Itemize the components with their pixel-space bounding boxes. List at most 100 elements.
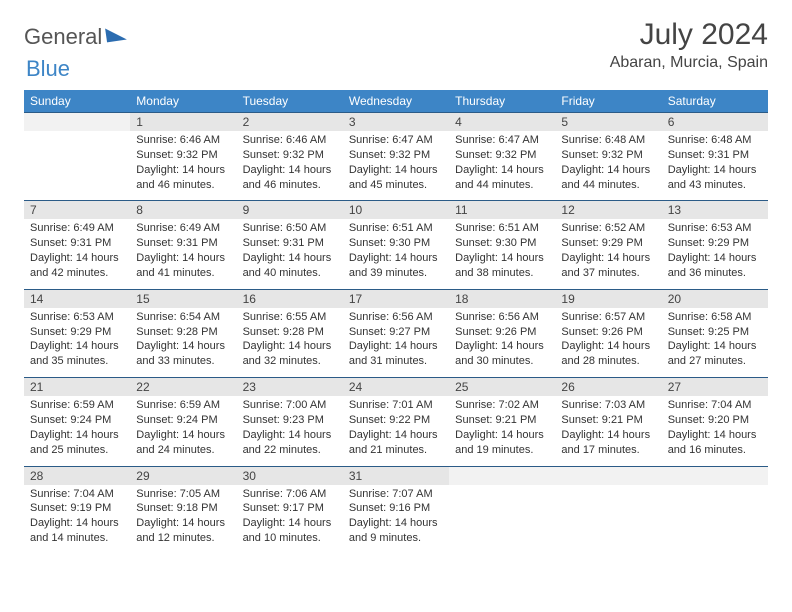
sunrise-line: Sunrise: 6:56 AM (349, 310, 443, 325)
day-detail-cell: Sunrise: 7:04 AMSunset: 9:19 PMDaylight:… (24, 485, 130, 554)
day-detail-cell: Sunrise: 6:58 AMSunset: 9:25 PMDaylight:… (662, 308, 768, 378)
daylight-line: Daylight: 14 hours and 40 minutes. (243, 251, 337, 281)
daylight-line: Daylight: 14 hours and 37 minutes. (561, 251, 655, 281)
sunrise-line: Sunrise: 6:47 AM (349, 133, 443, 148)
sunset-line: Sunset: 9:32 PM (243, 148, 337, 163)
day-number-cell: 26 (555, 378, 661, 397)
sunset-line: Sunset: 9:31 PM (243, 236, 337, 251)
sunrise-line: Sunrise: 7:04 AM (30, 487, 124, 502)
title-block: July 2024 Abaran, Murcia, Spain (610, 18, 768, 72)
sunset-line: Sunset: 9:31 PM (30, 236, 124, 251)
daylight-line: Daylight: 14 hours and 41 minutes. (136, 251, 230, 281)
daylight-line: Daylight: 14 hours and 39 minutes. (349, 251, 443, 281)
day-detail-cell: Sunrise: 6:53 AMSunset: 9:29 PMDaylight:… (662, 219, 768, 289)
sunset-line: Sunset: 9:21 PM (561, 413, 655, 428)
day-detail-cell: Sunrise: 6:47 AMSunset: 9:32 PMDaylight:… (343, 131, 449, 201)
day-detail-cell: Sunrise: 6:57 AMSunset: 9:26 PMDaylight:… (555, 308, 661, 378)
day-number-row: 28293031 (24, 466, 768, 485)
day-number-cell: 13 (662, 201, 768, 220)
sunrise-line: Sunrise: 6:53 AM (668, 221, 762, 236)
day-of-week-header: Tuesday (237, 90, 343, 113)
sunrise-line: Sunrise: 6:54 AM (136, 310, 230, 325)
day-detail-cell: Sunrise: 6:53 AMSunset: 9:29 PMDaylight:… (24, 308, 130, 378)
day-detail-cell: Sunrise: 6:56 AMSunset: 9:27 PMDaylight:… (343, 308, 449, 378)
sunrise-line: Sunrise: 6:55 AM (243, 310, 337, 325)
sunset-line: Sunset: 9:29 PM (668, 236, 762, 251)
day-number-cell: 18 (449, 289, 555, 308)
day-number-cell: 22 (130, 378, 236, 397)
day-detail-cell (24, 131, 130, 201)
sunrise-line: Sunrise: 7:03 AM (561, 398, 655, 413)
day-number-cell: 6 (662, 113, 768, 132)
day-number-row: 78910111213 (24, 201, 768, 220)
day-number-cell: 10 (343, 201, 449, 220)
sunset-line: Sunset: 9:27 PM (349, 325, 443, 340)
day-detail-cell (555, 485, 661, 554)
sunrise-line: Sunrise: 6:59 AM (136, 398, 230, 413)
sunset-line: Sunset: 9:24 PM (136, 413, 230, 428)
sunset-line: Sunset: 9:29 PM (30, 325, 124, 340)
day-number-cell: 8 (130, 201, 236, 220)
daylight-line: Daylight: 14 hours and 35 minutes. (30, 339, 124, 369)
sunrise-line: Sunrise: 7:00 AM (243, 398, 337, 413)
sunrise-line: Sunrise: 6:52 AM (561, 221, 655, 236)
day-number-cell: 19 (555, 289, 661, 308)
day-detail-row: Sunrise: 6:46 AMSunset: 9:32 PMDaylight:… (24, 131, 768, 201)
day-detail-cell: Sunrise: 7:05 AMSunset: 9:18 PMDaylight:… (130, 485, 236, 554)
day-detail-cell: Sunrise: 6:55 AMSunset: 9:28 PMDaylight:… (237, 308, 343, 378)
day-number-cell: 30 (237, 466, 343, 485)
sunrise-line: Sunrise: 6:46 AM (136, 133, 230, 148)
day-number-cell: 20 (662, 289, 768, 308)
daylight-line: Daylight: 14 hours and 30 minutes. (455, 339, 549, 369)
brand-logo: General (24, 24, 126, 50)
day-number-cell: 1 (130, 113, 236, 132)
sunrise-line: Sunrise: 6:51 AM (349, 221, 443, 236)
day-of-week-header: Sunday (24, 90, 130, 113)
sunset-line: Sunset: 9:21 PM (455, 413, 549, 428)
day-number-cell: 27 (662, 378, 768, 397)
brand-part1: General (24, 24, 102, 50)
day-detail-cell: Sunrise: 7:01 AMSunset: 9:22 PMDaylight:… (343, 396, 449, 466)
sunset-line: Sunset: 9:30 PM (455, 236, 549, 251)
sunset-line: Sunset: 9:32 PM (455, 148, 549, 163)
sunset-line: Sunset: 9:16 PM (349, 501, 443, 516)
day-number-cell: 23 (237, 378, 343, 397)
sunset-line: Sunset: 9:28 PM (136, 325, 230, 340)
daylight-line: Daylight: 14 hours and 24 minutes. (136, 428, 230, 458)
sunset-line: Sunset: 9:30 PM (349, 236, 443, 251)
location-text: Abaran, Murcia, Spain (610, 54, 768, 72)
day-number-cell: 15 (130, 289, 236, 308)
sunrise-line: Sunrise: 6:51 AM (455, 221, 549, 236)
sunrise-line: Sunrise: 6:48 AM (561, 133, 655, 148)
sunset-line: Sunset: 9:24 PM (30, 413, 124, 428)
day-of-week-header: Wednesday (343, 90, 449, 113)
sunset-line: Sunset: 9:25 PM (668, 325, 762, 340)
sunset-line: Sunset: 9:32 PM (561, 148, 655, 163)
sunrise-line: Sunrise: 6:49 AM (30, 221, 124, 236)
day-detail-cell: Sunrise: 6:49 AMSunset: 9:31 PMDaylight:… (24, 219, 130, 289)
brand-part2: Blue (26, 56, 70, 81)
day-detail-cell: Sunrise: 6:48 AMSunset: 9:32 PMDaylight:… (555, 131, 661, 201)
day-number-cell: 25 (449, 378, 555, 397)
day-detail-cell: Sunrise: 7:03 AMSunset: 9:21 PMDaylight:… (555, 396, 661, 466)
day-number-cell: 31 (343, 466, 449, 485)
day-of-week-header: Monday (130, 90, 236, 113)
daylight-line: Daylight: 14 hours and 32 minutes. (243, 339, 337, 369)
daylight-line: Daylight: 14 hours and 16 minutes. (668, 428, 762, 458)
sunrise-line: Sunrise: 7:07 AM (349, 487, 443, 502)
daylight-line: Daylight: 14 hours and 25 minutes. (30, 428, 124, 458)
daylight-line: Daylight: 14 hours and 27 minutes. (668, 339, 762, 369)
sunset-line: Sunset: 9:31 PM (668, 148, 762, 163)
sunset-line: Sunset: 9:19 PM (30, 501, 124, 516)
day-number-row: 21222324252627 (24, 378, 768, 397)
sunset-line: Sunset: 9:22 PM (349, 413, 443, 428)
day-detail-cell: Sunrise: 6:51 AMSunset: 9:30 PMDaylight:… (343, 219, 449, 289)
day-number-cell: 17 (343, 289, 449, 308)
day-number-cell: 5 (555, 113, 661, 132)
daylight-line: Daylight: 14 hours and 36 minutes. (668, 251, 762, 281)
day-detail-cell (662, 485, 768, 554)
sunset-line: Sunset: 9:31 PM (136, 236, 230, 251)
sunrise-line: Sunrise: 6:46 AM (243, 133, 337, 148)
day-detail-cell: Sunrise: 6:59 AMSunset: 9:24 PMDaylight:… (130, 396, 236, 466)
day-detail-cell: Sunrise: 6:56 AMSunset: 9:26 PMDaylight:… (449, 308, 555, 378)
